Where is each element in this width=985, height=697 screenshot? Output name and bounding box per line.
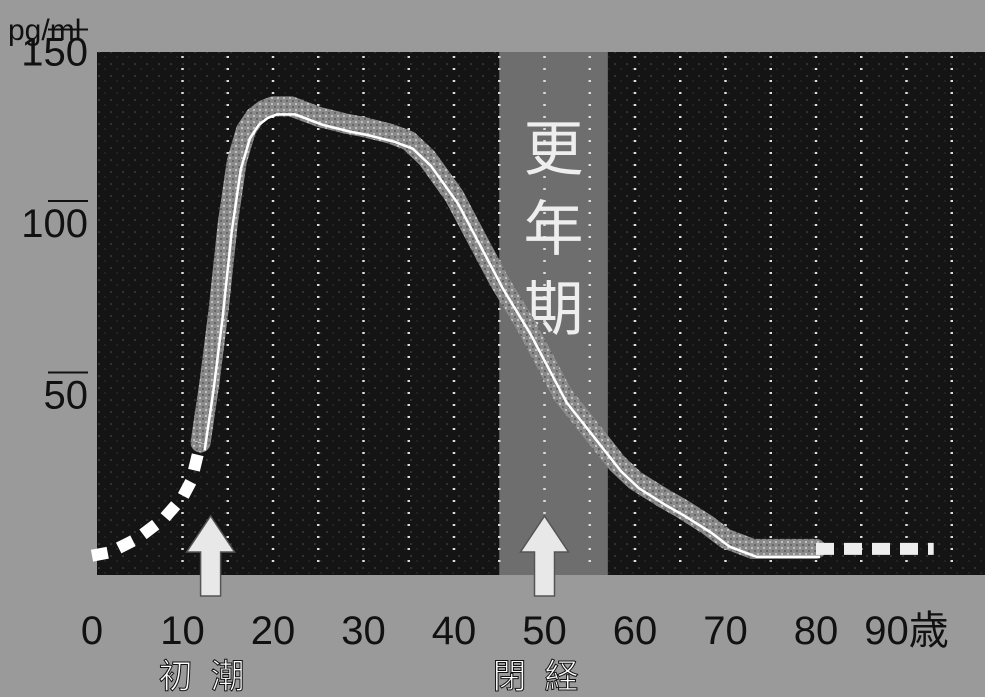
y-tick-label: 150 <box>21 31 88 75</box>
x-tick-label: 0 <box>81 609 103 653</box>
annotation-arrow-icon <box>185 514 237 597</box>
annotation-label: 初潮 <box>159 657 263 697</box>
annotation-arrow-icon <box>519 514 570 597</box>
x-tick-label: 10 <box>160 609 205 653</box>
annotation-label: 閉経 <box>493 657 597 697</box>
y-tick-label: 50 <box>44 374 89 418</box>
estradiol-curve-line <box>203 113 820 559</box>
x-tick-label: 20 <box>251 609 296 653</box>
y-tick-label: 100 <box>21 202 88 246</box>
x-tick-label: 40 <box>432 609 477 653</box>
x-tick-label: 90歳 <box>864 609 949 653</box>
estradiol-curve-band <box>190 96 826 559</box>
x-tick-label: 60 <box>613 609 658 653</box>
band-label-char: 更 <box>524 115 584 185</box>
y-axis: 150 100 50 <box>21 28 89 418</box>
x-tick-label: 30 <box>341 609 386 653</box>
band-label-char: 年 <box>524 195 584 265</box>
x-axis: 0 10 20 30 40 50 60 70 80 90歳 <box>81 609 949 653</box>
x-tick-label: 70 <box>703 609 748 653</box>
annotation-arrows <box>185 514 570 597</box>
band-label: 更年期 <box>524 115 584 345</box>
y-axis-unit: pg/ml <box>8 14 81 47</box>
x-tick-label: 80 <box>794 609 839 653</box>
grid-lines <box>181 56 953 572</box>
x-tick-label: 50 <box>522 609 567 653</box>
annotation-labels: 初潮 閉経 <box>158 657 597 697</box>
